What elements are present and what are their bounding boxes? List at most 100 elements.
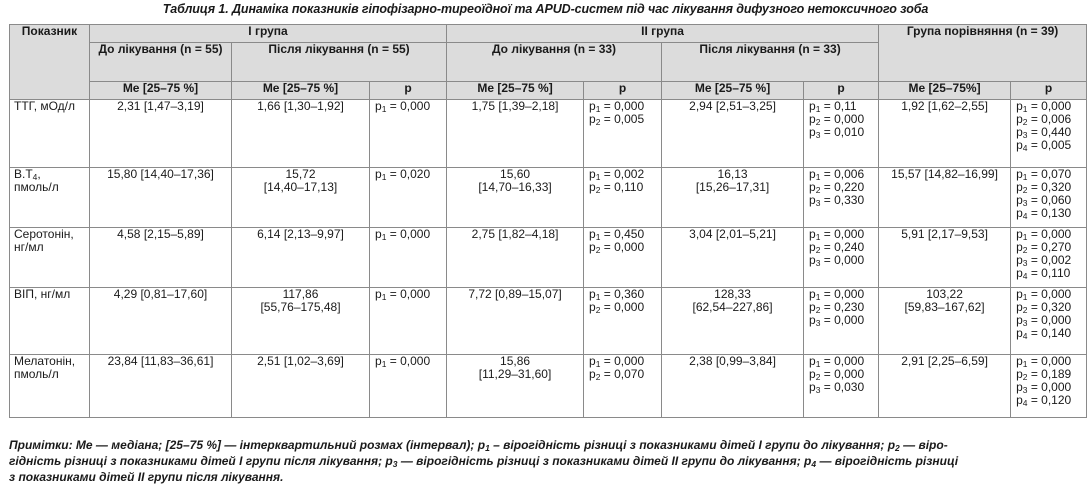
table-row: ТТГ, мОд/л 2,31 [1,47–3,19] 1,66 [1,30–1,9… xyxy=(9,99,1088,168)
g2-after-p-cell: p1 = 0,11 p2 = 0,000 p3 = 0,010 xyxy=(803,99,880,168)
row-label: Мелатонін, пмоль/л xyxy=(9,354,90,418)
row-label: В.Т4, пмоль/л xyxy=(9,167,90,228)
cell-line: 1,92 [1,62–2,55] xyxy=(901,99,988,113)
p-value: p3 = 0,440 xyxy=(1016,125,1072,140)
p-value: p1 = 0,002 xyxy=(589,167,645,182)
row-label: ТТГ, мОд/л xyxy=(9,99,90,168)
header-comparison: Група порівняння (n = 39) xyxy=(878,24,1088,82)
p-value: p3 = 0,000 xyxy=(809,313,865,328)
cell-line: 4,29 [0,81–17,60] xyxy=(113,287,208,301)
p-value: p1 = 0,000 xyxy=(375,99,431,114)
p-value: p4 = 0,120 xyxy=(1016,393,1072,408)
p-value: p3 = 0,330 xyxy=(809,193,865,208)
g2-before-cell: 15,60 [14,70–16,33] xyxy=(446,167,585,228)
g2-before-p-cell: p1 = 0,360 p2 = 0,000 xyxy=(583,287,663,355)
p-value: p3 = 0,002 xyxy=(1016,253,1072,268)
header-me: Me [25–75 %] xyxy=(89,81,232,100)
cell-line: 15,80 [14,40–17,36] xyxy=(107,167,214,181)
cell-line: пмоль/л xyxy=(14,367,59,381)
p-value: p1 = 0,000 xyxy=(1016,354,1072,369)
notes-line: гідність різниці з показниками дітей І г… xyxy=(9,454,959,469)
comp-cell: 2,91 [2,25–6,59] xyxy=(878,354,1012,418)
cell-line: Мелатонін, xyxy=(14,354,76,368)
cell-line: 117,86 xyxy=(282,287,319,301)
notes-line: з показниками дітей II групи після лікув… xyxy=(9,470,284,484)
cell-line: 128,33 xyxy=(714,287,751,301)
cell-line: 2,38 [0,99–3,84] xyxy=(689,354,776,368)
comp-cell: 103,22 [59,83–167,62] xyxy=(878,287,1012,355)
p-value: p2 = 0,000 xyxy=(809,367,865,382)
cell-line: Серотонін, xyxy=(14,227,74,241)
p-value: p1 = 0,000 xyxy=(375,354,431,369)
g2-before-p-cell: p1 = 0,000 p2 = 0,005 xyxy=(583,99,663,168)
p-value: p2 = 0,189 xyxy=(1016,367,1072,382)
g2-after-cell: 128,33 [62,54–227,86] xyxy=(661,287,805,355)
g1-p-cell: p1 = 0,000 xyxy=(368,287,448,355)
g2-before-cell: 1,75 [1,39–2,18] xyxy=(446,99,585,168)
header-g2-before: До лікування (n = 33) xyxy=(446,42,663,82)
p-value: p4 = 0,140 xyxy=(1016,326,1072,341)
cell-line: 4,58 [2,15–5,89] xyxy=(117,227,204,241)
comp-cell: 5,91 [2,17–9,53] xyxy=(878,227,1012,288)
p-value: p1 = 0,000 xyxy=(1016,99,1072,114)
g1-after-cell: 1,66 [1,30–1,92] xyxy=(231,99,370,168)
g2-after-p-cell: p1 = 0,000 p2 = 0,240 p3 = 0,000 xyxy=(803,227,880,288)
table-notes: Примітки: Ме — медіана; [25–75 %] — інте… xyxy=(9,437,1086,485)
p-value: p1 = 0,000 xyxy=(1016,287,1072,302)
cell-line: 6,14 [2,13–9,97] xyxy=(257,227,344,241)
p-value: p1 = 0,450 xyxy=(589,227,645,242)
g2-before-cell: 7,72 [0,89–15,07] xyxy=(446,287,585,355)
cell-line: [11,29–31,60] xyxy=(478,367,552,381)
p-value: p1 = 0,006 xyxy=(809,167,865,182)
cell-line: ТТГ, мОд/л xyxy=(14,99,76,113)
g2-before-p-cell: p1 = 0,450 p2 = 0,000 xyxy=(583,227,663,288)
cell-line: пмоль/л xyxy=(14,180,59,194)
comp-cell: 1,92 [1,62–2,55] xyxy=(878,99,1012,168)
g2-after-cell: 2,38 [0,99–3,84] xyxy=(661,354,805,418)
table-row: В.Т4, пмоль/л 15,80 [14,40–17,36] 15,72 [14,… xyxy=(9,167,1088,228)
table-caption: Таблиця 1. Динаміка показників гіпофізар… xyxy=(162,2,929,16)
p-value: p2 = 0,005 xyxy=(589,112,645,127)
cell-line: 15,86 xyxy=(500,354,531,368)
header-p: p xyxy=(583,81,663,100)
cell-line: [55,76–175,48] xyxy=(260,300,341,314)
cell-line: ВІП, нг/мл xyxy=(14,287,71,301)
cell-line: [14,70–16,33] xyxy=(478,180,552,194)
cell-line: [15,26–17,31] xyxy=(695,180,770,194)
cell-line: 1,75 [1,39–2,18] xyxy=(471,99,559,113)
p-value: p3 = 0,030 xyxy=(809,380,865,395)
g2-after-p-cell: p1 = 0,006 p2 = 0,220 p3 = 0,330 xyxy=(803,167,880,228)
g1-after-cell: 117,86 [55,76–175,48] xyxy=(231,287,370,355)
p-value: p2 = 0,320 xyxy=(1016,300,1072,315)
cell-line: нг/мл xyxy=(14,240,44,254)
cell-line: 2,91 [2,25–6,59] xyxy=(901,354,988,368)
cell-line: 15,72 xyxy=(285,167,316,181)
table-row: ВІП, нг/мл 4,29 [0,81–17,60] 117,86 [55,76–… xyxy=(9,287,1088,355)
p-value: p1 = 0,000 xyxy=(809,287,865,302)
g1-before-cell: 2,31 [1,47–3,19] xyxy=(89,99,232,168)
notes-line: Примітки: Ме — медіана; [25–75 %] — інте… xyxy=(9,438,948,453)
header-g2-after: Після лікування (n = 33) xyxy=(661,42,880,82)
g2-before-p-cell: p1 = 0,002 p2 = 0,110 xyxy=(583,167,663,228)
comp-p-cell: p1 = 0,000 p2 = 0,270 p3 = 0,002 p4 = 0,110 xyxy=(1010,227,1088,288)
p-value: p2 = 0,000 xyxy=(809,112,865,127)
comp-cell: 15,57 [14,82–16,99] xyxy=(878,167,1012,228)
g1-p-cell: p1 = 0,000 xyxy=(368,99,448,168)
header-p: p xyxy=(1010,81,1088,100)
cell-line: 15,57 [14,82–16,99] xyxy=(891,167,998,181)
g2-after-cell: 16,13 [15,26–17,31] xyxy=(661,167,805,228)
row-label: Серотонін, нг/мл xyxy=(9,227,90,288)
p-value: p2 = 0,220 xyxy=(809,180,865,195)
comp-p-cell: p1 = 0,070 p2 = 0,320 p3 = 0,060 p4 = 0,130 xyxy=(1010,167,1088,228)
cell-line: 2,94 [2,51–3,25] xyxy=(689,99,776,113)
p-value: p1 = 0,000 xyxy=(589,99,645,114)
header-indicator: Показник xyxy=(9,24,90,100)
p-value: p4 = 0,110 xyxy=(1016,266,1071,281)
cell-line: [62,54–227,86] xyxy=(692,300,773,314)
g2-after-cell: 3,04 [2,01–5,21] xyxy=(661,227,805,288)
p-value: p1 = 0,000 xyxy=(375,227,431,242)
p-value: p2 = 0,000 xyxy=(589,240,645,255)
header-group1: I група xyxy=(88,24,448,43)
cell-line: 2,51 [1,02–3,69] xyxy=(257,354,344,368)
p-value: p1 = 0,11 xyxy=(809,99,857,114)
